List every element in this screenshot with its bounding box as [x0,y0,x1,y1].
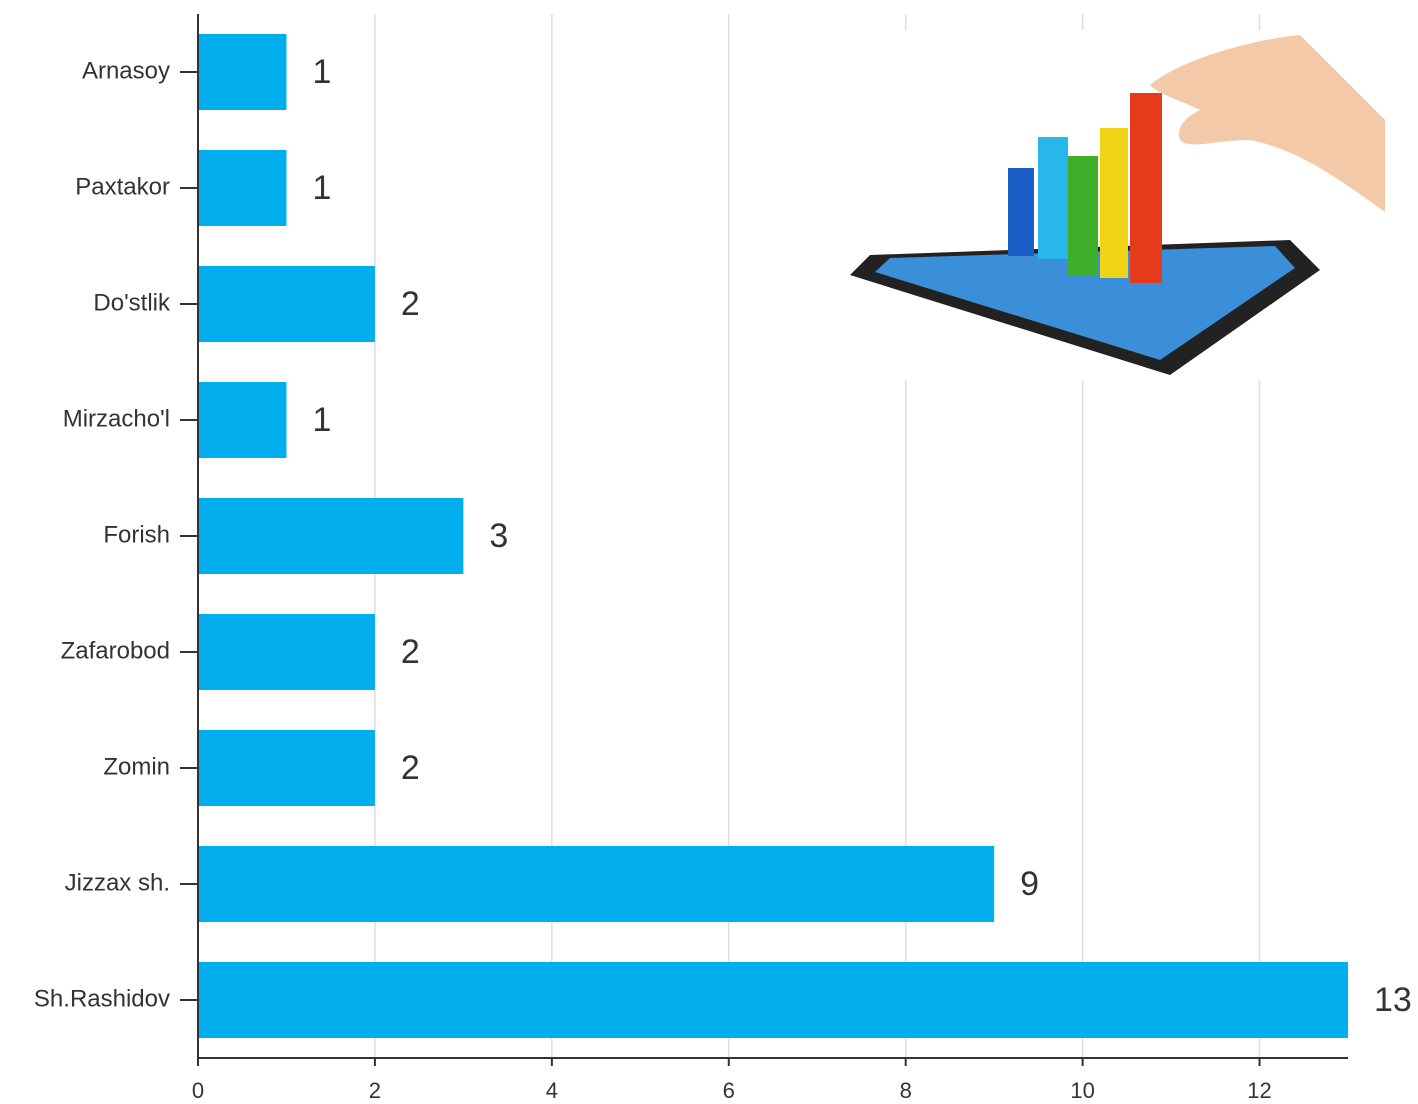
y-tick-label: Jizzax sh. [65,869,170,896]
x-tick-label: 8 [900,1078,912,1103]
y-tick-label: Forish [103,521,170,548]
illus-bar [1130,93,1162,283]
value-label: 3 [489,517,508,555]
x-tick-label: 10 [1070,1078,1094,1103]
illus-bar [1100,128,1128,278]
x-tick-label: 2 [369,1078,381,1103]
bar [198,498,464,574]
bar [198,150,287,226]
bar [198,846,995,922]
value-label: 13 [1374,981,1412,1019]
illustration [835,30,1385,380]
x-tick-label: 4 [546,1078,558,1103]
y-tick-label: Paxtakor [75,173,170,200]
x-tick-label: 12 [1247,1078,1271,1103]
illus-bar [1008,168,1034,256]
y-tick-label: Sh.Rashidov [34,985,170,1012]
y-tick-label: Zafarobod [61,637,170,664]
bar [198,34,287,110]
tablet-screen [875,246,1295,360]
value-label: 2 [401,749,420,787]
bar [198,962,1348,1038]
bar [198,730,375,806]
x-tick-label: 0 [192,1078,204,1103]
hand [1150,35,1385,212]
illus-bar [1038,137,1068,259]
y-tick-label: Mirzacho'l [63,405,170,432]
value-label: 1 [312,169,331,207]
y-tick-label: Arnasoy [82,57,170,84]
value-label: 2 [401,633,420,671]
x-tick-label: 6 [723,1078,735,1103]
illus-bar [1068,156,1098,276]
y-tick-label: Zomin [103,753,170,780]
y-tick-label: Do'stlik [93,289,171,316]
bar [198,614,375,690]
value-label: 1 [312,401,331,439]
bar [198,382,287,458]
bar [198,266,375,342]
value-label: 9 [1020,865,1039,903]
value-label: 2 [401,285,420,323]
value-label: 1 [312,53,331,91]
